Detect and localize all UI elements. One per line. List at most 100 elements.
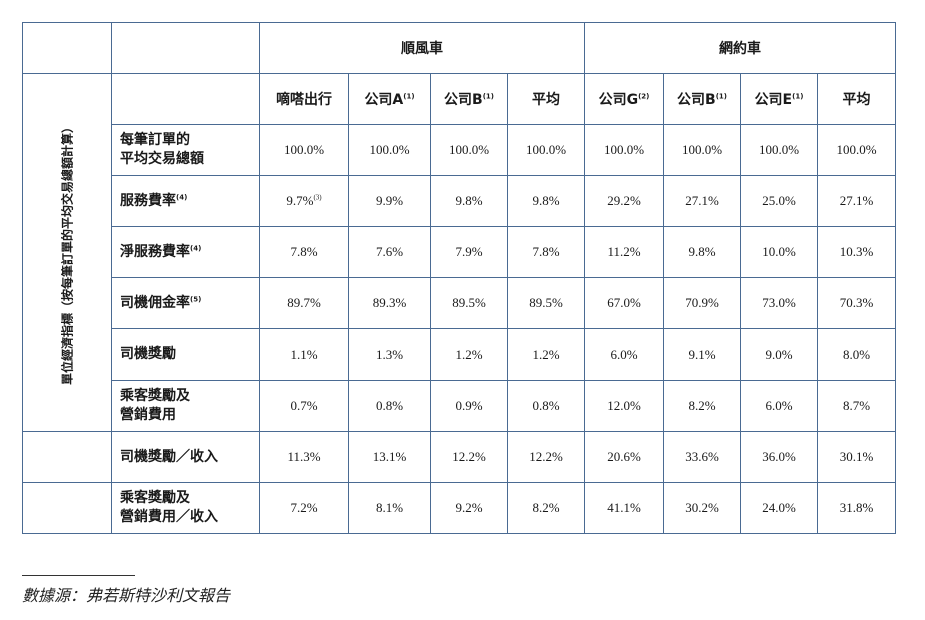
cell-value: 6.0%: [610, 346, 638, 362]
row-label: 司機獎勵／收入: [111, 431, 260, 483]
row-label: 每筆訂單的 平均交易總額: [111, 124, 260, 176]
table-cell: 0.8%: [348, 380, 431, 432]
cell-value: 7.2%: [290, 500, 318, 515]
column-header: 嘀嗒出行: [259, 73, 349, 125]
table-cell: 31.8%: [817, 482, 896, 534]
table-cell: 1.1%: [259, 328, 349, 381]
table-cell: 100.0%: [740, 124, 818, 176]
cell-value: 30.2%: [685, 500, 719, 515]
column-header: 公司B(1): [663, 73, 741, 125]
table-cell: 24.0%: [740, 482, 818, 534]
cell-value: 10.0%: [762, 244, 796, 259]
row-label-line1: 乘客獎勵及: [120, 388, 190, 404]
footnote-marker: (2): [638, 92, 650, 101]
cell-value: 9.8%: [455, 193, 483, 208]
cell-value: 29.2%: [607, 193, 641, 208]
cell-value: 30.1%: [839, 449, 874, 464]
table-row: 司機佣金率(5) 89.7% 89.3% 89.5% 89.5% 67.0% 70.9% 73…: [23, 277, 896, 329]
cell-value: 11.3%: [287, 449, 321, 464]
footnote-rule: [22, 575, 135, 576]
side-label-cell: 單位經濟指標（按每筆訂單的平均交易總額計算）: [22, 73, 112, 432]
footnote-marker: (1): [482, 92, 494, 101]
cell-value: 89.5%: [452, 295, 486, 310]
table-cell: 9.9%: [348, 175, 431, 227]
table-cell: 8.0%: [817, 328, 896, 381]
column-header-row: 單位經濟指標（按每筆訂單的平均交易總額計算） 嘀嗒出行 公司A(1) 公司B(1) 平均…: [22, 73, 896, 432]
cell-value: 8.7%: [842, 398, 871, 413]
table-cell: 6.0%: [584, 328, 664, 381]
table-cell: 100.0%: [348, 124, 431, 176]
table-cell: 12.2%: [507, 431, 585, 483]
table-cell: 9.0%: [740, 328, 818, 381]
table-body: 順風車 網約車 單位經濟指標（按每筆訂單的平均交易總額計算） 嘀嗒出行 公司A(1)…: [22, 22, 896, 534]
table-cell: 8.7%: [817, 380, 896, 432]
cell-value: 8.0%: [842, 346, 871, 362]
table-cell: 8.2%: [507, 482, 585, 534]
table-cell: 7.8%: [507, 226, 585, 278]
footnote-marker: (4): [190, 243, 202, 252]
cell-value: 8.2%: [688, 398, 716, 413]
cell-value: 27.1%: [839, 193, 874, 208]
cell-value: 12.2%: [529, 449, 563, 464]
column-header-label: 公司A: [364, 92, 404, 108]
table-cell: 29.2%: [584, 175, 664, 227]
footnote-marker: (4): [176, 192, 188, 201]
cell-value: 20.6%: [607, 449, 641, 464]
table-row: 乘客獎勵及 營銷費用 0.7% 0.8% 0.9% 0.8% 12.0% 8.2% 6.0% 8.…: [23, 380, 896, 432]
table-cell: 1.3%: [348, 328, 431, 381]
cell-value: 12.0%: [607, 398, 641, 413]
cell-value: 7.6%: [375, 244, 404, 259]
table-cell: 9.7%(3): [259, 175, 349, 227]
table-cell: 7.2%: [259, 482, 349, 534]
table-cell: 70.9%: [663, 277, 741, 329]
row-label: 服務費率(4): [111, 175, 260, 227]
cell-value: 0.8%: [375, 398, 404, 413]
table-cell: 89.5%: [430, 277, 508, 329]
unit-economics-table: 順風車 網約車 單位經濟指標（按每筆訂單的平均交易總額計算） 嘀嗒出行 公司A(1)…: [22, 22, 896, 534]
footnote-marker: (3): [313, 193, 322, 202]
table-cell: 1.2%: [507, 328, 585, 381]
cell-value: 100.0%: [525, 142, 567, 157]
table-cell: 8.2%: [663, 380, 741, 432]
table-row: 司機獎勵／收入 11.3% 13.1% 12.2% 12.2% 20.6% 33.6% 36.…: [22, 431, 896, 483]
cell-value: 8.2%: [532, 500, 560, 515]
cell-value: 0.8%: [532, 398, 560, 413]
table-cell: 67.0%: [584, 277, 664, 329]
column-header-label: 公司G: [598, 92, 639, 108]
table-row: 每筆訂單的 平均交易總額 100.0% 100.0% 100.0% 100.0% 100.0…: [23, 124, 896, 176]
cell-value: 7.9%: [455, 244, 483, 259]
cell-value: 100.0%: [448, 142, 490, 157]
cell-value: 1.3%: [375, 346, 404, 362]
source-note: 數據源：弗若斯特沙利文報告: [22, 586, 231, 605]
cell-value: 9.9%: [375, 193, 404, 208]
table-cell: 70.3%: [817, 277, 896, 329]
column-header-label: 公司B: [677, 92, 716, 108]
table-cell: 20.6%: [584, 431, 664, 483]
row-label-line1: 服務費率: [120, 192, 176, 209]
column-header: 平均: [817, 73, 896, 125]
column-header: 平均: [507, 73, 585, 125]
group-header-wangyue: 網約車: [584, 22, 896, 74]
cell-value: 73.0%: [762, 295, 796, 310]
row-label-line1: 淨服務費率: [120, 243, 190, 260]
cell-value: 9.8%: [688, 244, 716, 259]
row-label: 司機佣金率(5): [111, 277, 260, 329]
table-cell: 27.1%: [663, 175, 741, 227]
footnote-marker: (5): [190, 294, 202, 303]
table-cell: 33.6%: [663, 431, 741, 483]
cell-value: 9.2%: [455, 500, 483, 515]
table-cell: 0.7%: [259, 380, 349, 432]
table-cell: 11.3%: [259, 431, 349, 483]
cell-value: 13.1%: [372, 449, 407, 464]
table-cell: 25.0%: [740, 175, 818, 227]
label-header-cell: [111, 73, 260, 125]
column-header: 公司A(1): [348, 73, 431, 125]
table-cell: 9.8%: [507, 175, 585, 227]
table-row: 淨服務費率(4) 7.8% 7.6% 7.9% 7.8% 11.2% 9.8% 10.0% 10…: [23, 226, 896, 278]
cell-value: 27.1%: [685, 193, 719, 208]
cell-value: 9.7%: [286, 193, 314, 208]
table-cell: 9.8%: [430, 175, 508, 227]
cell-value: 89.7%: [287, 295, 321, 310]
column-header-label: 公司E: [754, 92, 793, 108]
cell-value: 0.9%: [455, 398, 483, 413]
